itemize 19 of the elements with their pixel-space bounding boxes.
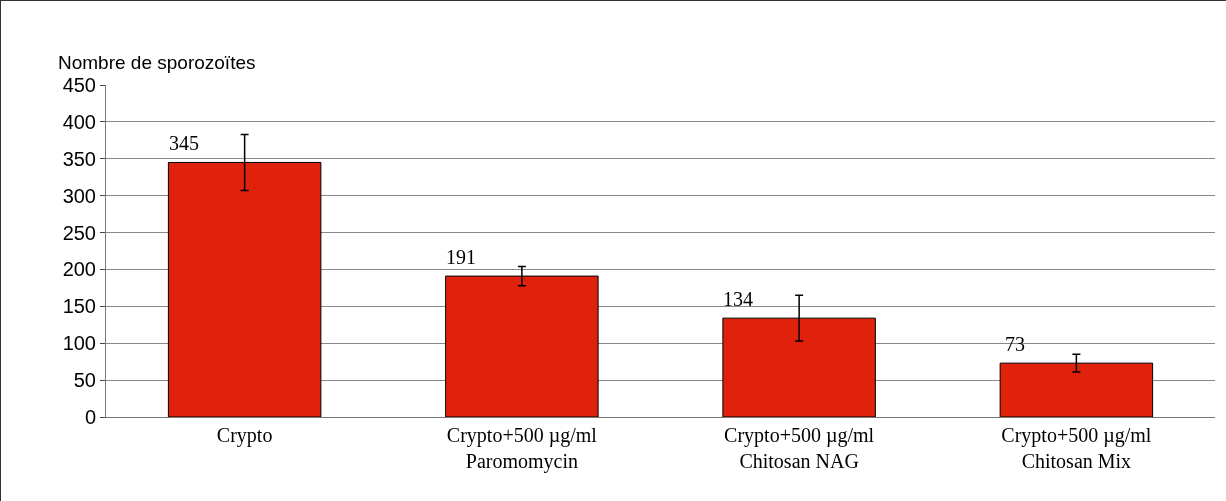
- y-tick-label: 150: [62, 295, 96, 318]
- data-label: 191: [446, 246, 476, 268]
- x-tick-label: Crypto+500 µg/ml Chitosan NAG: [724, 424, 875, 472]
- y-axis-title: Nombre de sporozoïtes: [58, 52, 256, 73]
- y-tick-label: 400: [62, 110, 96, 133]
- y-tick-label: 100: [62, 332, 96, 355]
- y-tick-label: 50: [73, 369, 96, 392]
- x-tick-label: Crypto: [216, 424, 273, 447]
- data-label: 134: [723, 288, 753, 310]
- y-tick-label: 0: [84, 406, 96, 428]
- x-tick-label: Crypto+500 µg/ml Chitosan Mix: [1001, 424, 1152, 472]
- data-label: 73: [1005, 333, 1025, 355]
- y-tick-label: 450: [62, 74, 96, 96]
- y-tick-label: 350: [62, 147, 96, 170]
- x-tick-label: Crypto+500 µg/ml Paromomycin: [446, 424, 598, 473]
- y-tick-label: 300: [62, 184, 96, 207]
- data-label: 345: [169, 132, 199, 154]
- y-tick-label: 200: [62, 258, 96, 281]
- y-tick-label: 250: [62, 221, 96, 244]
